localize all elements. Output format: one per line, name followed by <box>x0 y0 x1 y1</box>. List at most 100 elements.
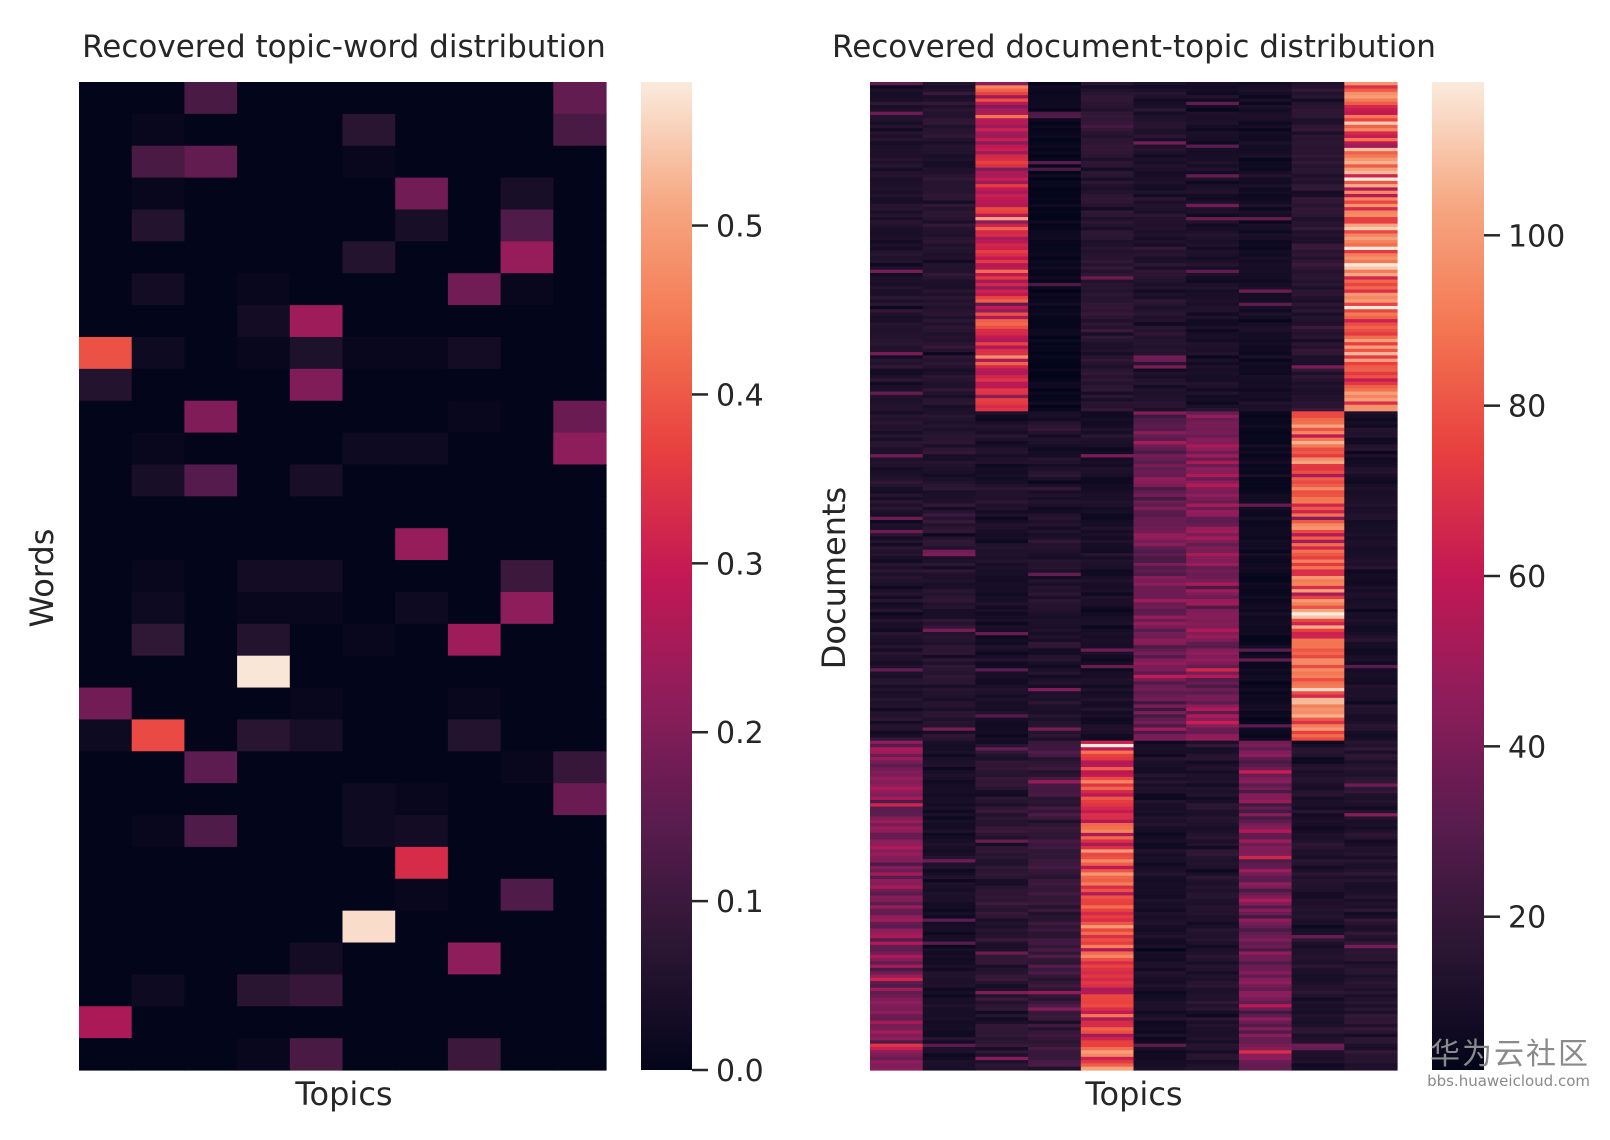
document-topic-cell <box>975 213 1029 218</box>
document-topic-cell <box>1028 862 1082 867</box>
document-topic-cell <box>1186 747 1240 752</box>
document-topic-cell <box>1133 529 1187 534</box>
document-topic-cell <box>1133 536 1187 541</box>
document-topic-cell <box>870 273 924 277</box>
topic-word-cell <box>79 336 133 370</box>
document-topic-cell <box>922 493 976 498</box>
document-topic-cell <box>1133 348 1187 353</box>
document-topic-cell <box>1133 444 1187 449</box>
document-topic-cell <box>1133 434 1187 439</box>
document-topic-cell <box>1028 134 1082 139</box>
topic-word-cell <box>289 528 344 561</box>
document-topic-cell <box>1238 282 1293 287</box>
document-topic-cell <box>1186 651 1240 656</box>
document-topic-cell <box>1186 157 1240 162</box>
document-topic-cell <box>1186 496 1240 501</box>
document-topic-cell <box>975 961 1029 966</box>
document-topic-cell <box>1291 697 1345 702</box>
topic-word-cell <box>184 974 238 1007</box>
document-topic-cell <box>1344 421 1398 426</box>
topic-word-cell <box>131 209 185 242</box>
document-topic-cell <box>1133 437 1187 442</box>
topic-word-cell <box>79 464 133 497</box>
document-topic-cell <box>1238 786 1293 791</box>
document-topic-cell <box>1028 635 1082 640</box>
topic-word-cell <box>395 591 449 625</box>
document-topic-cell <box>1291 635 1345 640</box>
topic-word-cell <box>237 432 291 466</box>
document-topic-cell <box>975 750 1029 755</box>
document-topic-cell <box>1238 724 1293 729</box>
document-topic-cell <box>975 727 1029 732</box>
document-topic-cell <box>1291 516 1345 521</box>
document-topic-cell <box>870 437 924 442</box>
document-topic-cell <box>1028 263 1082 268</box>
document-topic-cell <box>1186 355 1240 360</box>
document-topic-cell <box>922 671 976 676</box>
topic-word-cell <box>395 846 449 880</box>
document-topic-cell <box>1291 322 1345 327</box>
document-topic-cell <box>1344 401 1398 406</box>
document-topic-cell <box>1186 757 1240 762</box>
document-topic-cell <box>1133 938 1187 943</box>
topic-word-cell <box>131 177 185 211</box>
document-topic-cell <box>975 223 1029 228</box>
document-topic-cell <box>922 763 976 768</box>
document-topic-cell <box>1133 338 1187 343</box>
document-topic-cell <box>1080 243 1135 248</box>
document-topic-cell <box>1186 645 1240 650</box>
document-topic-cell <box>975 990 1029 995</box>
document-topic-cell <box>870 259 924 264</box>
document-topic-cell <box>1238 585 1293 590</box>
document-topic-cell <box>975 500 1029 505</box>
document-topic-cell <box>1291 193 1345 198</box>
document-topic-cell <box>922 256 976 261</box>
topic-word-cell <box>79 878 133 912</box>
document-topic-cell <box>870 865 924 870</box>
document-topic-cell <box>1080 289 1135 294</box>
document-topic-cell <box>1080 388 1135 393</box>
document-topic-cell <box>1238 902 1293 906</box>
document-topic-cell <box>1186 780 1240 785</box>
topic-word-cell <box>131 751 185 784</box>
document-topic-cell <box>975 329 1029 333</box>
document-topic-cell <box>1291 447 1345 452</box>
document-topic-cell <box>1133 539 1187 544</box>
document-topic-cell <box>870 134 924 139</box>
document-topic-cell <box>1291 602 1345 607</box>
document-topic-cell <box>922 137 976 142</box>
document-topic-cell <box>1133 987 1187 992</box>
document-topic-cell <box>922 473 976 478</box>
topic-word-cell <box>237 623 291 657</box>
document-topic-cell <box>1186 641 1240 646</box>
document-topic-cell <box>1291 572 1345 577</box>
document-topic-cell <box>1291 523 1345 528</box>
document-topic-cell <box>1133 240 1187 244</box>
document-topic-cell <box>975 796 1029 801</box>
document-topic-cell <box>975 1017 1029 1022</box>
document-topic-cell <box>1028 984 1082 989</box>
document-topic-cell <box>975 859 1029 864</box>
document-topic-cell <box>1186 506 1240 511</box>
document-topic-cell <box>1291 1046 1345 1051</box>
topic-word-cell <box>184 241 238 274</box>
document-topic-cell <box>1080 855 1135 860</box>
document-topic-cell <box>1344 361 1398 366</box>
document-topic-cell <box>1133 780 1187 785</box>
document-topic-cell <box>1291 1027 1345 1032</box>
document-topic-cell <box>1133 655 1187 659</box>
document-topic-cell <box>1133 925 1187 929</box>
document-topic-cell <box>1238 661 1293 666</box>
document-topic-cell <box>1028 358 1082 363</box>
topic-word-cell <box>395 655 449 689</box>
document-topic-cell <box>1028 687 1082 692</box>
document-topic-cell <box>922 302 976 307</box>
document-topic-cell <box>1291 131 1345 136</box>
document-topic-cell <box>1186 832 1240 837</box>
document-topic-cell <box>975 770 1029 775</box>
document-topic-cell <box>870 974 924 979</box>
document-topic-cell <box>1028 625 1082 630</box>
document-topic-cell <box>1291 648 1345 653</box>
document-topic-cell <box>1291 819 1345 824</box>
document-topic-cell <box>1028 793 1082 798</box>
